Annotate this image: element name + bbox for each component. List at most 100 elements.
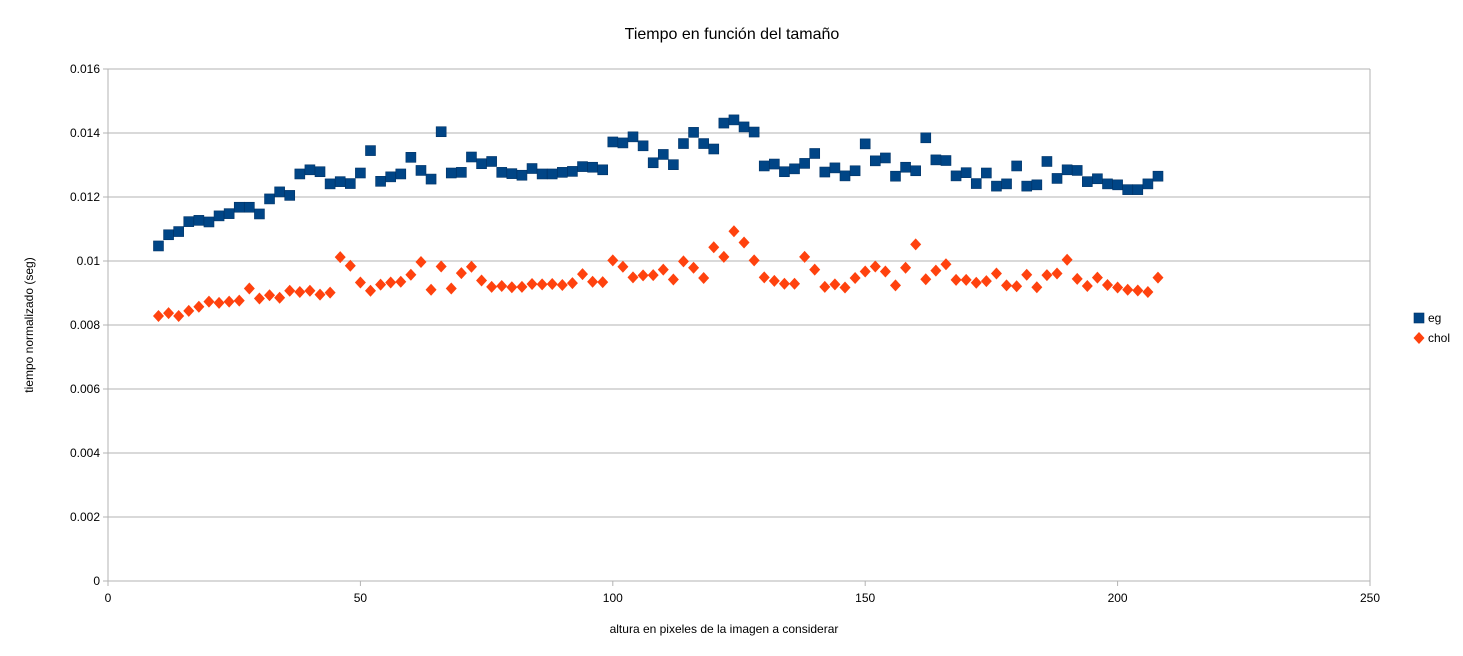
point-chol [698,271,710,284]
point-eg [213,210,225,222]
point-chol [577,268,589,281]
series-chol [152,225,1164,323]
point-chol [364,284,376,297]
point-eg [849,165,861,177]
point-eg [1132,184,1144,195]
point-eg [809,148,821,159]
point-eg [1011,160,1022,172]
point-chol [264,289,276,302]
point-eg [678,138,689,149]
point-chol [556,279,568,291]
point-eg [526,163,538,174]
point-chol [354,276,366,289]
point-eg [627,131,639,143]
point-chol [970,276,982,289]
point-chol [859,265,871,278]
point-eg [233,201,245,213]
point-chol [900,261,912,274]
point-chol [203,295,215,308]
point-eg [718,117,730,129]
point-chol [839,281,851,294]
point-eg [153,240,164,252]
point-eg [647,157,659,169]
point-chol [980,275,992,288]
legend-marker-eg [1413,312,1425,324]
point-chol [637,269,649,282]
point-chol [960,273,972,286]
legend-label-chol: chol [1428,331,1450,345]
point-chol [758,271,770,284]
legend: eg chol [1413,311,1450,345]
point-chol [799,250,811,263]
point-chol [1091,271,1103,284]
point-eg [445,167,457,179]
point-chol [233,294,245,307]
y-tick-label: 0 [93,574,100,588]
point-eg [859,138,871,150]
point-eg [365,145,376,156]
point-eg [314,166,326,178]
y-tick-label: 0.004 [70,446,100,460]
point-eg [668,159,679,170]
point-chol [587,275,599,288]
point-chol [809,263,821,276]
point-chol [819,280,831,293]
point-eg [567,166,578,177]
point-chol [314,288,326,301]
point-chol [476,274,488,287]
point-eg [163,229,174,241]
point-chol [1142,286,1154,299]
point-chol [617,260,629,273]
y-axis-label: tiempo normalizado (seg) [22,257,36,392]
point-eg [930,154,942,166]
y-tick-label: 0.002 [70,510,100,524]
point-eg [981,167,992,179]
point-chol [546,278,558,291]
point-eg [880,152,891,164]
y-tick-label: 0.006 [70,382,100,396]
x-tick-label: 50 [354,591,368,605]
point-chol [506,281,518,294]
point-eg [334,176,346,187]
point-eg [375,176,386,187]
point-chol [597,276,609,289]
point-chol [789,277,801,290]
y-tick-label: 0.014 [70,126,100,140]
point-eg [910,165,921,177]
point-chol [1011,280,1023,293]
point-chol [667,273,679,286]
point-eg [708,143,720,155]
point-eg [345,178,356,189]
point-eg [456,167,467,178]
point-chol [243,282,255,295]
point-chol [627,271,639,284]
point-eg [1122,184,1133,195]
point-chol [869,260,881,273]
point-chol [193,300,205,313]
point-eg [577,161,588,172]
point-eg [1061,164,1073,176]
x-axis-ticks: 0 50 100 150 200 250 [105,581,1380,605]
point-chol [688,261,700,274]
point-eg [738,121,750,133]
point-chol [445,282,457,295]
point-chol [748,254,760,267]
point-eg [1071,165,1083,176]
y-tick-label: 0.008 [70,318,100,332]
point-eg [1041,156,1053,167]
point-eg [829,162,841,174]
point-eg [496,167,508,178]
point-chol [1102,279,1114,291]
point-eg [284,190,296,201]
point-chol [455,267,467,280]
point-chol [647,269,659,282]
point-eg [466,151,477,163]
point-eg [193,215,205,226]
point-eg [819,166,831,178]
point-eg [1001,178,1012,190]
point-eg [869,155,881,167]
y-tick-label: 0.01 [77,254,101,268]
point-eg [607,136,619,148]
point-eg [516,169,528,181]
point-chol [304,284,316,297]
